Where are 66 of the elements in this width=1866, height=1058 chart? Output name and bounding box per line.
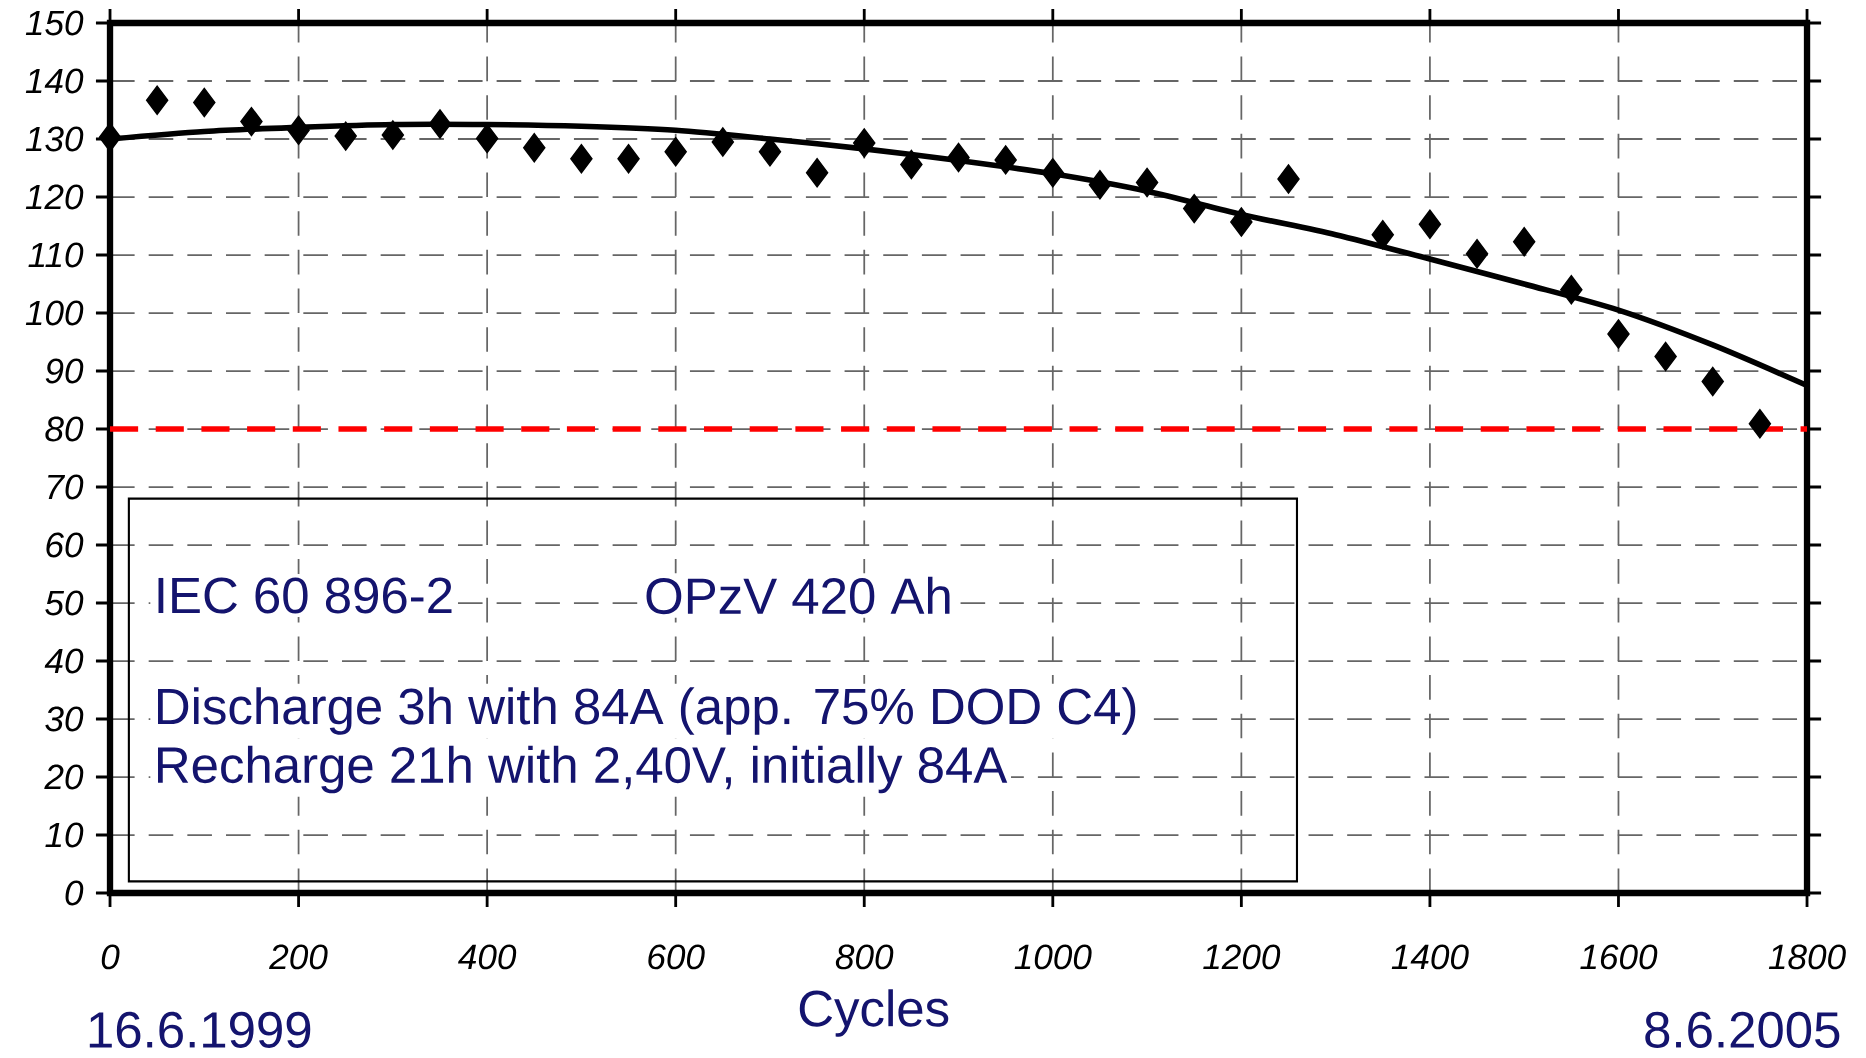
y-tick-label: 110 <box>28 242 84 268</box>
point <box>1512 226 1536 257</box>
x-tick-label: 1600 <box>1580 944 1658 970</box>
point <box>428 109 452 139</box>
x-tick-label: 200 <box>269 944 328 970</box>
point <box>617 143 640 174</box>
point <box>994 145 1017 175</box>
y-tick-label: 10 <box>45 822 84 848</box>
point <box>664 137 687 167</box>
point <box>1560 275 1583 305</box>
y-tick-label: 150 <box>25 10 84 36</box>
y-tick-label: 50 <box>45 590 84 616</box>
x-axis-title: Cycles <box>799 989 949 1037</box>
y-tick-label: 80 <box>45 416 84 442</box>
point <box>193 87 216 118</box>
y-tick-label: 90 <box>45 358 84 384</box>
y-tick-label: 30 <box>45 706 84 732</box>
y-tick-label: 20 <box>44 764 84 790</box>
annotation: Discharge 3h with 84A (app. 75% DOD C4) <box>158 687 1136 735</box>
point <box>1418 209 1442 240</box>
point <box>1654 341 1677 372</box>
point <box>523 132 546 163</box>
point <box>1041 157 1065 188</box>
y-tick-label: 70 <box>48 474 84 500</box>
point <box>1607 319 1630 349</box>
point <box>1230 207 1253 237</box>
text: 8.6.2005 <box>1645 1011 1840 1048</box>
point <box>240 106 263 137</box>
x-tick-label: 400 <box>458 944 517 970</box>
point <box>1465 239 1489 269</box>
point <box>1182 193 1206 224</box>
x-tick-label: 1200 <box>1203 944 1281 970</box>
point <box>1088 170 1112 200</box>
point <box>381 120 405 150</box>
y-tick-label: 130 <box>25 126 84 152</box>
point <box>900 149 923 180</box>
annotation: OPzV 420 Ah <box>646 576 950 615</box>
point <box>852 128 876 158</box>
x-tick-label: 1400 <box>1391 944 1469 970</box>
point <box>758 137 782 167</box>
x-tick-label: 1800 <box>1768 944 1846 970</box>
annotation: Recharge 21h with 2,40V, initially 84A <box>158 745 1008 794</box>
y-tick-label: 60 <box>46 532 84 558</box>
point <box>570 143 593 174</box>
text: 16.6.1999 <box>89 1011 311 1048</box>
point <box>1748 409 1772 439</box>
point <box>947 142 970 173</box>
annotation: IEC 60 896-2 <box>158 577 452 614</box>
x-tick-label: 600 <box>648 944 705 970</box>
point <box>1135 167 1159 198</box>
y-tick-label: 120 <box>25 184 84 210</box>
y-tick-label: 140 <box>25 68 84 94</box>
point <box>805 157 829 188</box>
y-tick-label: 0 <box>65 880 84 906</box>
point <box>1277 164 1300 194</box>
x-tick-label: 800 <box>835 944 894 970</box>
point <box>145 85 169 115</box>
point <box>1701 366 1724 397</box>
point <box>711 127 735 157</box>
point <box>287 115 310 146</box>
y-tick-label: 100 <box>25 300 84 326</box>
x-tick-label: 0 <box>101 944 120 970</box>
point <box>1371 219 1395 250</box>
point <box>334 121 357 151</box>
x-tick-label: 1000 <box>1014 944 1092 970</box>
y-tick-label: 40 <box>44 648 84 674</box>
